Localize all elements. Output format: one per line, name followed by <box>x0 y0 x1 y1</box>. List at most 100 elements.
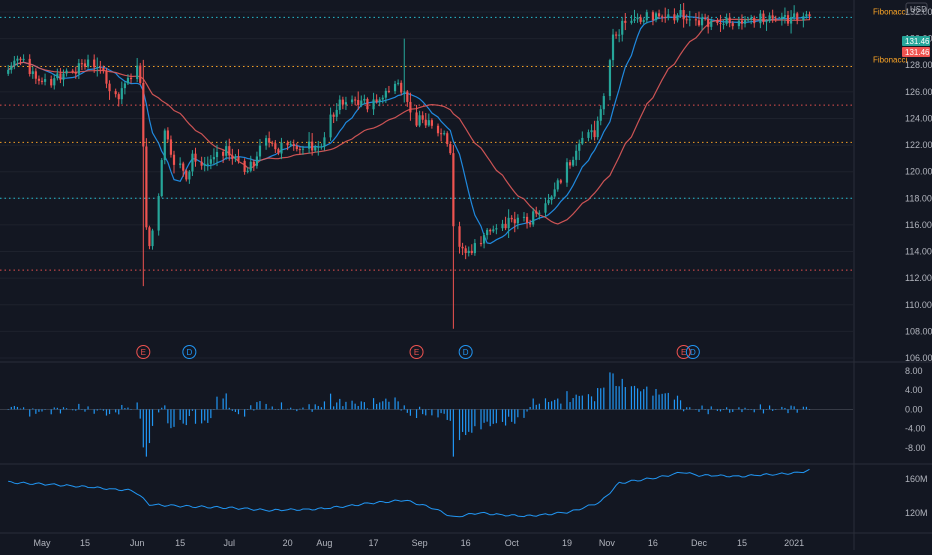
candle-body <box>710 20 713 27</box>
histogram-bar <box>385 398 387 410</box>
price-tick-label: 112.00 <box>905 273 932 283</box>
candle <box>335 103 338 122</box>
price-tick-label: 132.00 <box>905 7 932 17</box>
candle <box>424 112 427 129</box>
candle-body <box>231 155 234 160</box>
candle-body <box>443 133 446 135</box>
candle <box>522 212 526 222</box>
histogram-bar <box>621 378 623 410</box>
candle <box>529 219 532 228</box>
candle-body <box>258 145 262 157</box>
candle-body <box>633 19 636 21</box>
candle-body <box>274 143 277 150</box>
candle <box>80 59 84 70</box>
candle <box>99 60 102 74</box>
histogram-bar <box>142 409 144 448</box>
candle-body <box>654 13 658 21</box>
histogram-bar <box>118 409 120 415</box>
candle <box>802 12 805 28</box>
candle <box>621 17 624 42</box>
candle <box>796 11 799 25</box>
candle <box>700 13 704 31</box>
candle <box>148 225 151 250</box>
candle-body <box>37 78 41 81</box>
histogram-bar <box>732 409 734 412</box>
candle <box>504 216 507 231</box>
price-grid <box>0 11 853 359</box>
histogram-bar <box>75 409 77 411</box>
price-tick-label: 110.00 <box>905 300 932 310</box>
candle-body <box>225 146 228 156</box>
candle-body <box>538 212 541 214</box>
candle-body <box>206 163 209 165</box>
histogram-bar <box>698 409 700 412</box>
histogram-bar <box>538 403 540 410</box>
candle <box>722 19 725 30</box>
candle-body <box>618 34 621 36</box>
candle <box>188 169 191 184</box>
histogram-bar <box>747 409 749 410</box>
candle-body <box>169 139 173 155</box>
candle <box>747 17 750 23</box>
histogram-bar <box>102 409 104 411</box>
histogram-bar <box>618 386 620 410</box>
candle-body <box>341 99 344 105</box>
candle <box>22 54 25 63</box>
histogram-bar <box>87 406 89 410</box>
histogram-bar <box>213 409 215 410</box>
candle-body <box>384 90 387 98</box>
histogram-bar <box>600 388 602 410</box>
candle <box>323 132 326 151</box>
candle-body <box>510 217 513 220</box>
candle-body <box>409 101 412 113</box>
candle-body <box>529 222 532 225</box>
candle <box>495 224 498 235</box>
candle <box>697 11 701 27</box>
candle-body <box>492 229 495 232</box>
histogram-tick-label: 0.00 <box>905 404 923 414</box>
histogram-bar <box>492 409 494 424</box>
histogram-bar <box>471 409 473 433</box>
histogram-bar <box>603 387 605 410</box>
candle <box>673 8 676 24</box>
candle <box>639 14 642 25</box>
candle <box>559 178 562 185</box>
candle <box>409 92 412 121</box>
candle <box>375 94 378 104</box>
histogram-bar <box>590 396 593 410</box>
histogram-bar <box>808 409 811 410</box>
price-tick-label: 122.00 <box>905 140 932 150</box>
histogram-bar <box>701 405 703 410</box>
candle-body <box>470 250 473 254</box>
candle-body <box>578 143 581 151</box>
event-marker-circle <box>458 345 473 359</box>
histogram-bar <box>320 407 322 410</box>
histogram-bar <box>689 407 691 410</box>
candle-body <box>191 153 194 172</box>
histogram-bar <box>661 393 663 410</box>
histogram-bar <box>594 401 596 410</box>
histogram-bar <box>210 409 212 419</box>
histogram-bar <box>784 407 786 410</box>
candle-body <box>737 20 740 27</box>
candle <box>753 15 756 28</box>
candle-body <box>636 17 639 20</box>
histogram-bar <box>231 409 233 411</box>
price-badge-upper: 131.46 <box>902 36 930 46</box>
candle-body <box>163 130 166 161</box>
histogram-bar <box>207 409 209 423</box>
histogram-bar <box>388 401 390 410</box>
histogram-bar <box>225 393 227 410</box>
time-tick-label: 19 <box>562 538 572 548</box>
candle <box>676 13 679 23</box>
candle <box>393 80 397 95</box>
candle-body <box>166 130 169 140</box>
histogram-bar <box>56 407 58 410</box>
candle-body <box>53 78 56 86</box>
candle <box>461 242 464 256</box>
candle-body <box>222 151 225 156</box>
histogram-bar <box>612 373 614 410</box>
candle <box>532 208 535 227</box>
candle <box>808 11 811 21</box>
